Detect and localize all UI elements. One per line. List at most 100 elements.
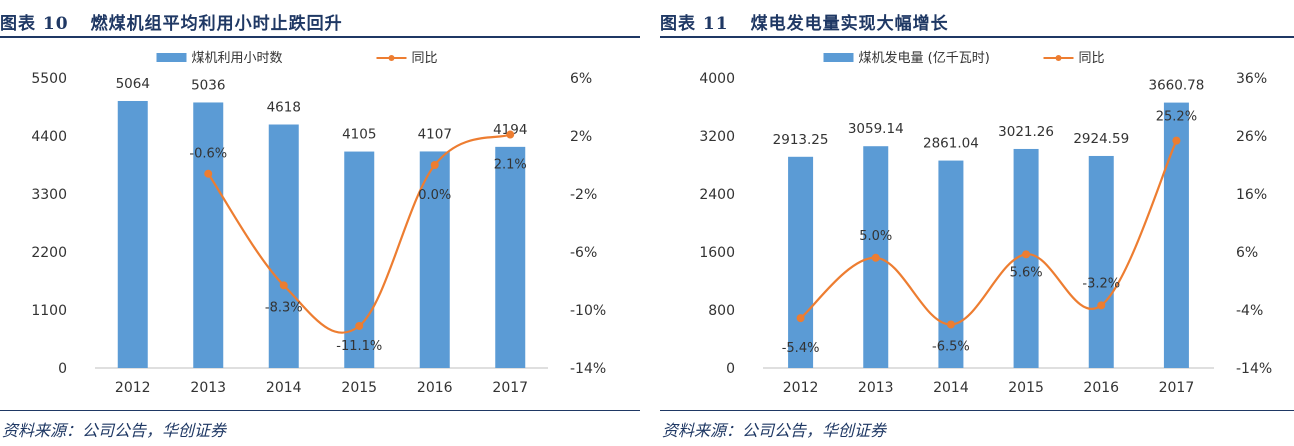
bar [193,102,224,368]
bar-value-label: 2913.25 [773,132,829,148]
y-right-tick-label: -14% [1236,361,1272,377]
line-value-label: 2.1% [494,158,527,173]
line-value-label: 5.0% [859,229,892,244]
bar-value-label: 4107 [418,126,452,142]
chart-panel-11: 图表 11 煤电发电量实现大幅增长 煤机发电量 (亿千瓦时) 同比 0 800 1600… [660,0,1294,446]
bar [268,124,299,368]
source-note: 资料来源：公司公告，华创证券 [2,421,227,440]
line-point [279,281,288,290]
line-value-label: -0.6% [189,147,227,162]
y-right-tick-label: 36% [1236,71,1267,87]
line-value-label: 5.6% [1010,265,1043,280]
chart-title-bar: 图表 11 煤电发电量实现大幅增长 [660,6,1294,38]
y-left-tick-label: 1100 [31,303,67,319]
line-point [946,320,955,329]
legend-bar-label: 煤机发电量 (亿千瓦时) [859,50,990,66]
line-point [1097,301,1106,310]
x-tick-label: 2015 [1008,380,1044,396]
bar-value-label: 5036 [191,77,225,93]
y-right-tick-label: -10% [570,303,606,319]
x-tick-label: 2013 [190,380,226,396]
bar [495,146,526,368]
bar [117,100,148,369]
y-right-tick-label: -14% [570,361,606,377]
source-bar: 资料来源：公司公告，华创证券 [660,410,1294,445]
line-value-label: -6.5% [932,340,970,355]
y-left-tick-label: 800 [708,303,735,319]
bar-value-label: 2861.04 [923,136,979,152]
bar-value-label: 3660.78 [1149,78,1205,94]
y-left-tick-label: 1600 [699,245,735,261]
figure-number: 图表 10 [0,13,69,34]
y-right-tick-label: 16% [1236,187,1267,203]
y-right-tick-label: 6% [1236,245,1258,261]
line-point [506,130,515,139]
line-point [796,314,805,323]
y-right-tick-label: -2% [570,187,597,203]
legend-bar-label: 煤机利用小时数 [192,51,283,66]
y-left-tick-label: 2400 [699,187,735,203]
line-point [1172,136,1181,145]
chart-title-bar: 图表 10 燃煤机组平均利用小时止跌回升 [0,6,640,38]
bar-value-label: 4105 [342,127,376,143]
legend-line-label: 同比 [1079,51,1105,66]
line-value-label: -11.1% [336,339,382,354]
bar [788,156,814,368]
y-left-tick-label: 3200 [699,129,735,145]
figure-title: 煤电发电量实现大幅增长 [750,13,949,34]
x-tick-label: 2014 [933,380,969,396]
bar [938,160,964,368]
x-tick-label: 2017 [1159,380,1195,396]
y-left-tick-label: 0 [726,361,735,377]
y-left-tick-label: 4000 [699,71,735,87]
y-left-tick-label: 4400 [31,129,67,145]
bar-value-label: 5064 [116,76,150,92]
x-tick-label: 2014 [266,380,302,396]
y-left-tick-label: 5500 [31,71,67,87]
bar-value-label: 2924.59 [1073,131,1129,147]
bar [1088,155,1114,368]
source-note: 资料来源：公司公告，华创证券 [662,421,887,440]
bar [419,151,450,368]
bar-value-label: 3021.26 [998,124,1054,140]
line-point [1022,250,1031,259]
x-tick-label: 2013 [858,380,894,396]
legend-bar-swatch [823,53,854,62]
line-point [430,161,439,169]
legend-line-marker [1055,55,1062,61]
y-left-tick-label: 0 [58,361,67,377]
y-left-tick-label: 2200 [31,245,67,261]
x-tick-label: 2016 [1083,380,1119,396]
legend-bar-swatch [156,53,187,62]
x-tick-label: 2012 [115,380,151,396]
utilization-hours-chart: 煤机利用小时数 同比 0 1100 2200 3300 4400 5500 -14% -10% -6… [31,51,606,396]
line-point [204,169,213,178]
line-value-label: 25.2% [1156,110,1197,125]
bar-value-label: 3059.14 [848,121,904,137]
legend-line-marker [388,55,395,61]
line-point [871,253,880,262]
line-value-label: -3.2% [1082,276,1120,291]
y-right-tick-label: -4% [1236,303,1263,319]
coal-power-generation-chart: 煤机发电量 (亿千瓦时) 同比 0 800 1600 2400 3200 4000 -14% -4… [699,50,1272,396]
y-left-tick-label: 3300 [31,187,67,203]
y-right-tick-label: 26% [1236,129,1267,145]
chart-panel-10: 图表 10 燃煤机组平均利用小时止跌回升 煤机利用小时数 同比 0 1100 2200 3… [0,0,640,446]
bar [344,151,375,368]
y-right-tick-label: -6% [570,245,597,261]
line-point [355,321,364,330]
figure-number: 图表 11 [660,13,729,34]
line-value-label: -8.3% [265,300,303,315]
y-right-tick-label: 2% [570,129,592,145]
legend-line-label: 同比 [412,51,438,66]
x-tick-label: 2015 [341,380,377,396]
line-value-label: -5.4% [782,341,820,356]
bar-value-label: 4194 [493,122,527,138]
y-right-tick-label: 6% [570,71,592,87]
source-bar: 资料来源：公司公告，华创证券 [0,410,640,445]
x-tick-label: 2016 [417,380,453,396]
bar [1163,102,1189,368]
figure-title: 燃煤机组平均利用小时止跌回升 [90,13,343,34]
x-tick-label: 2017 [492,380,528,396]
series-line [799,140,1178,326]
